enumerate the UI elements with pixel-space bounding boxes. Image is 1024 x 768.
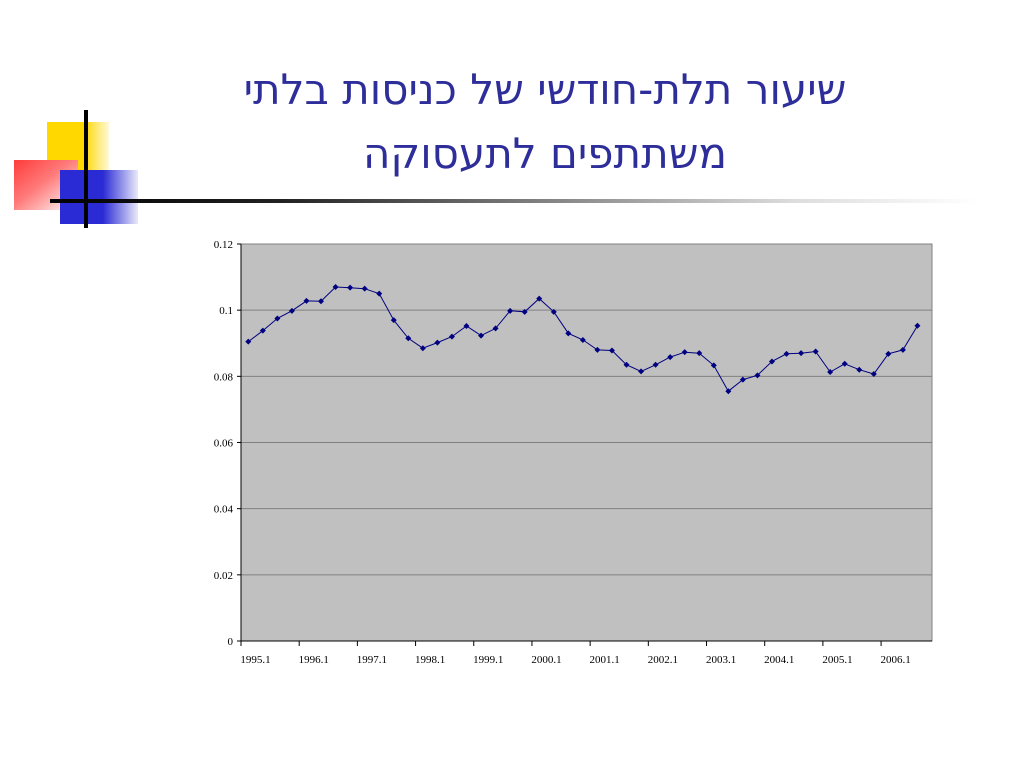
data-point	[536, 295, 543, 302]
data-point	[521, 308, 528, 315]
y-tick-label: 0.12	[214, 239, 233, 251]
y-tick-label: 0.08	[214, 371, 234, 383]
x-tick-label: 1999.1	[473, 654, 503, 666]
data-point	[347, 284, 354, 291]
data-point	[623, 361, 630, 368]
x-tick-label: 1997.1	[357, 654, 387, 666]
x-axis: 1995.1 1996.1 1997.1 1998.1 1999.1 2000.1 2001…	[240, 640, 932, 666]
data-point	[914, 322, 921, 329]
data-point	[259, 327, 266, 334]
title-underline	[50, 199, 980, 203]
data-point	[390, 317, 397, 324]
data-point	[492, 325, 499, 332]
data-point	[812, 348, 819, 355]
data-point	[870, 371, 877, 378]
data-point	[856, 366, 863, 373]
data-point	[448, 333, 455, 340]
x-tick-label: 1995.1	[240, 654, 270, 666]
data-point	[478, 332, 485, 339]
data-point	[332, 284, 339, 291]
y-tick-label: 0.04	[214, 504, 234, 516]
data-point	[841, 360, 848, 367]
data-point	[899, 346, 906, 353]
data-point	[274, 315, 281, 322]
x-tick-label: 1996.1	[299, 654, 329, 666]
data-point	[550, 308, 557, 315]
data-point	[318, 298, 325, 305]
y-axis: 0 0.02 0.04 0.06 0.08 0.1 0.12	[214, 239, 242, 648]
data-point	[827, 369, 834, 376]
data-point	[696, 350, 703, 357]
data-point	[419, 345, 426, 352]
x-tick-label: 2004.1	[764, 654, 794, 666]
data-point	[783, 350, 790, 357]
data-point	[754, 372, 761, 379]
data-points	[245, 284, 921, 395]
decor-blue-square	[60, 170, 138, 224]
data-point	[725, 388, 732, 395]
data-point	[608, 347, 615, 354]
x-tick-label: 2002.1	[648, 654, 678, 666]
data-point	[885, 350, 892, 357]
data-point	[245, 338, 252, 345]
data-point	[303, 297, 310, 304]
x-tick-label: 2003.1	[706, 654, 736, 666]
x-tick-label: 2000.1	[531, 654, 561, 666]
data-point	[405, 335, 412, 342]
data-point	[434, 339, 441, 346]
decor-vertical-line	[84, 110, 88, 228]
data-point	[739, 376, 746, 383]
data-point	[798, 350, 805, 357]
data-point	[710, 362, 717, 369]
x-tick-label: 2006.1	[881, 654, 911, 666]
y-tick-label: 0	[228, 636, 234, 648]
data-point	[288, 307, 295, 314]
y-tick-label: 0.06	[214, 438, 234, 450]
y-tick-label: 0.02	[214, 570, 233, 582]
data-point	[681, 349, 688, 356]
data-point	[361, 285, 368, 292]
data-point	[667, 354, 674, 361]
data-point	[594, 346, 601, 353]
x-tick-label: 2005.1	[822, 654, 852, 666]
x-tick-label: 1998.1	[415, 654, 445, 666]
data-point	[652, 361, 659, 368]
data-point	[579, 336, 586, 343]
data-point	[565, 330, 572, 337]
slide-title: שיעור תלת-חודשי של כניסות בלתי משתתפים ל…	[150, 58, 940, 186]
data-point	[507, 307, 514, 314]
data-point	[768, 358, 775, 365]
slide-title-line-1: שיעור תלת-חודשי של כניסות בלתי	[243, 65, 847, 114]
slide-title-line-2: משתתפים לתעסוקה	[362, 129, 728, 178]
data-point	[638, 368, 645, 375]
data-point	[463, 323, 470, 330]
data-point	[376, 290, 383, 297]
y-tick-label: 0.1	[219, 305, 233, 317]
x-tick-label: 2001.1	[590, 654, 620, 666]
